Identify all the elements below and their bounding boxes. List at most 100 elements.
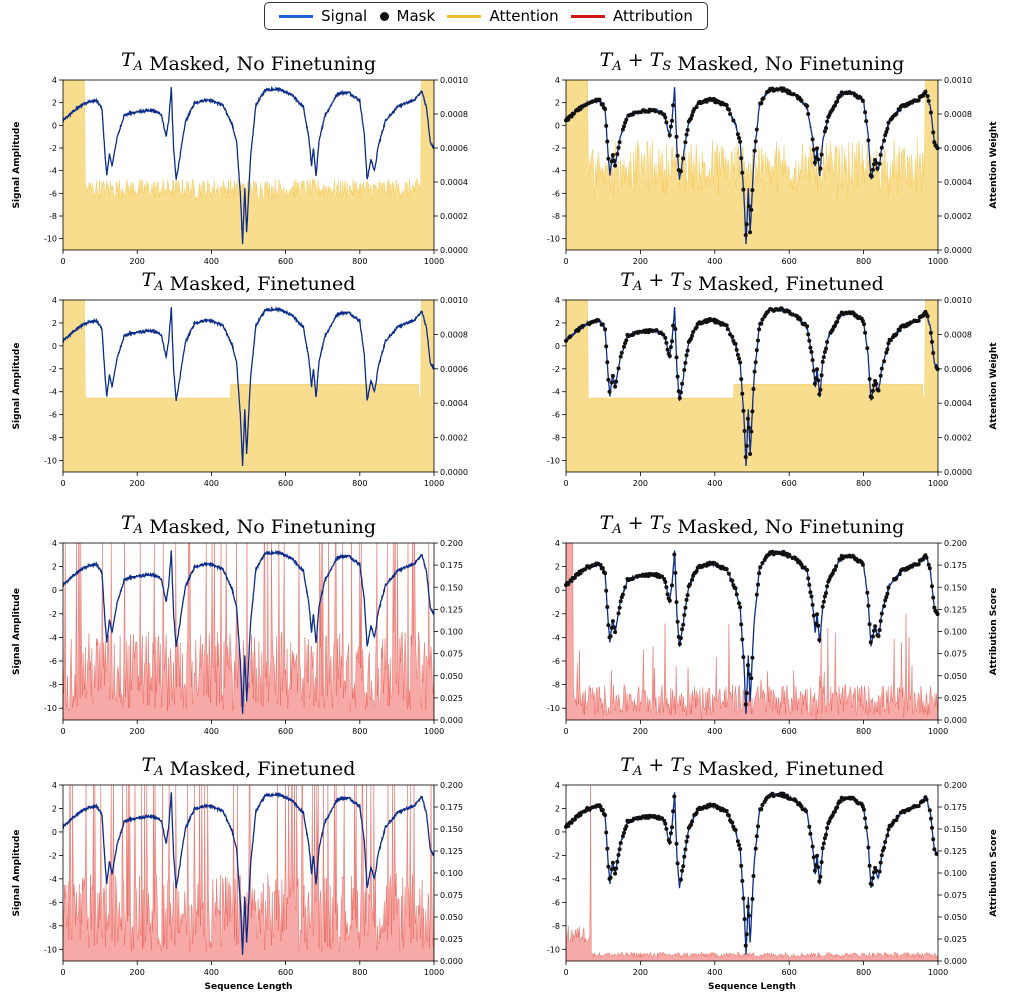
mask-point [664,585,669,590]
y-tick-label: -4 [49,388,57,397]
mask-point [835,805,840,810]
mask-point [673,327,678,331]
y2-tick-label: 0.0008 [440,110,468,119]
y-tick-label: 4 [555,76,560,85]
mask-point [870,634,875,639]
mask-point [689,116,693,121]
mask-point [690,333,695,338]
mask-point [620,592,625,597]
mask-point [863,816,868,821]
mask-point [681,156,686,161]
x-tick-label: 400 [707,727,722,736]
mask-point [816,157,821,162]
mask-point [608,634,613,639]
mask-point [935,612,940,617]
mask-point [743,702,748,707]
mask-point [737,356,741,361]
mask-point [821,599,826,604]
x-tick-label: 800 [856,257,871,266]
y2-tick-label: 0.200 [944,781,967,790]
mask-point [609,380,614,385]
mask-point [653,109,658,114]
mask-point [667,840,672,845]
mask-point [879,853,884,858]
mask-point [731,118,736,123]
panel-title-math: TA [121,49,143,74]
mask-point [619,350,624,355]
mask-point [869,395,874,400]
legend-attribution: Attribution [570,7,693,25]
mask-point [665,347,670,352]
mask-point [816,378,821,383]
y2-tick-label: 0.0010 [944,296,972,305]
mask-point [760,317,765,322]
mask-point [604,830,609,835]
mask-point [678,877,683,882]
mask-point [750,897,755,901]
y2-tick-label: 0.075 [440,650,463,659]
mask-point [664,340,669,345]
mask-point [606,156,611,161]
y-tick-label: 0 [52,121,57,130]
y-tick-label: 2 [555,563,560,572]
y2-tick-label: 0.125 [440,605,463,614]
x-tick-label: 1000 [424,968,444,977]
y-tick-label: -8 [49,212,57,221]
mask-point [618,599,623,604]
x-tick-label: 200 [130,968,145,977]
mask-point [870,876,875,880]
mask-point [843,796,847,801]
panel-title-text: Masked, No Finetuning [671,516,904,538]
mask-point [750,409,755,414]
mask-point [799,98,804,103]
y2-tick-label: 0.050 [440,913,463,922]
mask-point [806,112,811,116]
y2-tick-label: 0.125 [944,847,967,856]
mask-markers [564,86,940,238]
x-axis-label: Sequence Length [205,982,293,992]
x-axis-label: Sequence Length [708,982,796,992]
mask-point [882,359,887,364]
mask-point [740,637,745,642]
y2-tick-label: 0.0000 [944,246,972,255]
y-tick-label: -10 [547,457,560,466]
mask-point [612,158,616,163]
mask-point [671,809,676,814]
legend-signal: Signal [279,7,367,25]
y2-tick-label: 0.0004 [440,399,468,408]
mask-point [816,623,821,628]
mask-point [930,584,934,589]
mask-point [885,347,890,352]
y-tick-label: -2 [49,144,57,153]
panel-title-text: Masked, Finetuned [164,273,356,295]
mask-point [673,570,678,575]
mask-point [760,561,765,565]
y2-tick-label: 0.175 [944,803,967,812]
mask-point [651,329,655,333]
mask-point [744,222,749,227]
mask-point [744,932,749,937]
mask-point [600,102,605,107]
mask-point [928,816,933,821]
mask-point [885,833,890,838]
y-tick-label: -10 [44,704,57,713]
mask-point [631,576,635,581]
y-axis-label: Signal Amplitude [12,122,22,209]
mask-point [742,917,747,922]
mask-point [930,825,934,830]
y2-tick-label: 0.100 [440,628,463,637]
x-tick-label: 0 [563,727,568,736]
y2-tick-label: 0.0008 [944,110,972,119]
mask-point [878,373,883,378]
mask-point [879,611,884,616]
mask-point [759,321,764,326]
mask-point [742,429,747,433]
y2-axis-label: Attribution Score [989,829,999,917]
legend-signal-swatch [279,14,314,18]
mask-point [741,408,746,413]
y-tick-label: -8 [49,922,57,931]
mask-point [866,845,871,850]
mask-point [897,572,902,577]
mask-point [873,624,878,629]
mask-point [822,350,827,354]
